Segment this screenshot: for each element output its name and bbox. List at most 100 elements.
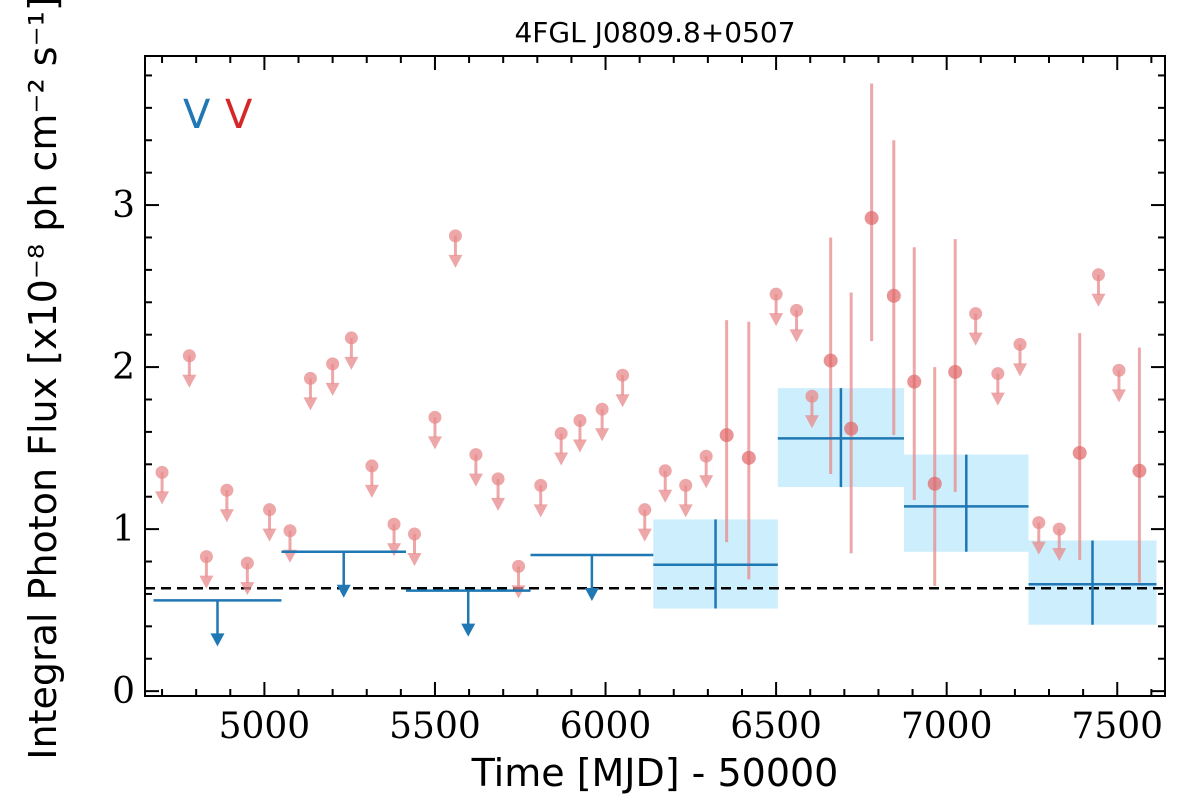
short-upper-limit-arrow-23-head xyxy=(637,528,652,542)
x-tick-label-6000: 6000 xyxy=(560,706,652,747)
short-upper-limit-arrow-22-head xyxy=(615,394,630,408)
y-tick-label-0: 0 xyxy=(112,671,135,712)
short-detection-5 xyxy=(886,140,901,436)
short-upper-limit-point-8 xyxy=(326,357,340,371)
x-tick-label-5500: 5500 xyxy=(389,706,481,747)
short-upper-limit-point-16 xyxy=(491,472,505,486)
short-upper-limit-point-21 xyxy=(595,402,609,416)
short-upper-limit-point-5 xyxy=(263,503,277,517)
short-upper-limit-point-27 xyxy=(769,287,783,301)
short-upper-limit-23 xyxy=(637,503,652,542)
short-upper-limit-arrow-34-head xyxy=(1052,548,1067,562)
short-upper-limit-12 xyxy=(407,527,422,566)
short-detection-point-3 xyxy=(844,421,859,436)
short-upper-limit-point-10 xyxy=(365,459,379,473)
short-detection-1 xyxy=(741,321,756,580)
short-upper-limit-27 xyxy=(769,287,784,327)
short-upper-limit-point-29 xyxy=(805,389,819,403)
short-upper-limit-8 xyxy=(325,357,340,396)
short-upper-limit-18 xyxy=(533,478,548,518)
short-detection-9 xyxy=(1072,333,1087,560)
x-tick-label-7500: 7500 xyxy=(1071,706,1163,747)
short-upper-limit-20 xyxy=(572,414,587,453)
short-upper-limit-point-4 xyxy=(240,556,254,570)
y-axis-label: Integral Photon Flux [x10⁻⁸ ph cm⁻² s⁻¹] xyxy=(21,0,65,760)
long-upper-limit-arrow-2-head xyxy=(461,623,476,637)
short-detection-point-8 xyxy=(948,364,963,379)
short-upper-limit-4 xyxy=(240,556,255,596)
short-detection-0 xyxy=(719,320,734,543)
short-upper-limit-22 xyxy=(615,368,630,408)
short-detection-point-5 xyxy=(886,288,901,303)
short-upper-limit-point-28 xyxy=(790,303,804,317)
long-detection-0 xyxy=(653,519,778,609)
plot-frame xyxy=(144,55,1166,697)
short-upper-limit-point-33 xyxy=(1032,516,1046,530)
short-upper-limit-6 xyxy=(282,524,297,563)
short-upper-limit-arrow-36-head xyxy=(1111,389,1126,403)
short-upper-limit-24 xyxy=(658,464,673,503)
short-upper-limit-point-22 xyxy=(616,368,630,382)
short-upper-limit-point-17 xyxy=(512,559,526,573)
short-upper-limit-9 xyxy=(344,331,359,370)
short-upper-limit-point-30 xyxy=(969,307,983,321)
short-bin-series xyxy=(155,83,1147,599)
axis-tick-labels: 5000 5500 6000 6500 7000 7500 0 1 2 3 xyxy=(112,185,1163,747)
legend-entry-0: V xyxy=(183,92,211,138)
short-upper-limit-17 xyxy=(511,559,526,599)
short-upper-limit-arrow-24-head xyxy=(658,489,673,503)
short-detection-6 xyxy=(907,247,922,500)
x-tick-label-6500: 6500 xyxy=(730,706,822,747)
y-tick-label-1: 1 xyxy=(112,509,135,550)
short-upper-limit-arrow-11-head xyxy=(387,543,402,557)
short-upper-limit-point-15 xyxy=(469,448,483,462)
short-upper-limit-arrow-29-head xyxy=(804,415,819,429)
short-upper-limit-arrow-19-head xyxy=(554,452,569,466)
short-upper-limit-2 xyxy=(199,550,214,589)
short-upper-limit-point-9 xyxy=(344,331,358,345)
short-upper-limit-point-31 xyxy=(991,367,1005,381)
short-upper-limit-point-7 xyxy=(303,371,317,385)
legend-entry-1: V xyxy=(225,92,253,138)
short-upper-limit-arrow-26-head xyxy=(699,475,714,489)
short-upper-limit-point-34 xyxy=(1052,522,1066,536)
short-upper-limit-13 xyxy=(427,410,442,450)
long-upper-limit-0 xyxy=(153,599,282,647)
short-detection-point-9 xyxy=(1072,445,1087,460)
short-upper-limit-arrow-16-head xyxy=(491,497,506,511)
short-upper-limit-point-19 xyxy=(554,427,568,441)
short-upper-limit-5 xyxy=(262,503,277,542)
short-upper-limit-arrow-8-head xyxy=(325,382,340,396)
short-upper-limit-point-3 xyxy=(220,483,234,497)
short-detection-2 xyxy=(823,237,838,475)
short-upper-limit-16 xyxy=(491,472,506,511)
short-detection-point-1 xyxy=(741,450,756,465)
short-upper-limit-point-24 xyxy=(658,464,672,478)
x-tick-label-5000: 5000 xyxy=(219,706,311,747)
long-detection-2 xyxy=(904,454,1029,552)
short-upper-limit-point-2 xyxy=(199,550,213,564)
short-upper-limit-36 xyxy=(1111,363,1126,403)
long-detection-1 xyxy=(777,388,905,487)
short-detection-3 xyxy=(844,292,859,554)
short-upper-limit-point-23 xyxy=(638,503,652,517)
short-upper-limit-point-6 xyxy=(283,524,297,538)
long-upper-limit-1 xyxy=(281,550,406,598)
short-upper-limit-11 xyxy=(387,517,402,557)
short-detection-7 xyxy=(927,367,942,586)
short-upper-limit-33 xyxy=(1031,516,1046,555)
short-upper-limit-35 xyxy=(1091,268,1106,307)
short-upper-limit-29 xyxy=(804,389,819,429)
short-upper-limit-arrow-2-head xyxy=(199,575,214,589)
short-detection-4 xyxy=(864,83,879,342)
x-tick-label-7000: 7000 xyxy=(901,706,993,747)
short-upper-limit-arrow-33-head xyxy=(1031,541,1046,555)
short-upper-limit-arrow-31-head xyxy=(990,392,1005,406)
short-upper-limit-point-12 xyxy=(407,527,421,541)
y-tick-label-3: 3 xyxy=(112,185,135,226)
short-upper-limit-arrow-30-head xyxy=(968,332,983,346)
short-upper-limit-34 xyxy=(1052,522,1067,562)
short-upper-limit-point-1 xyxy=(182,349,196,363)
